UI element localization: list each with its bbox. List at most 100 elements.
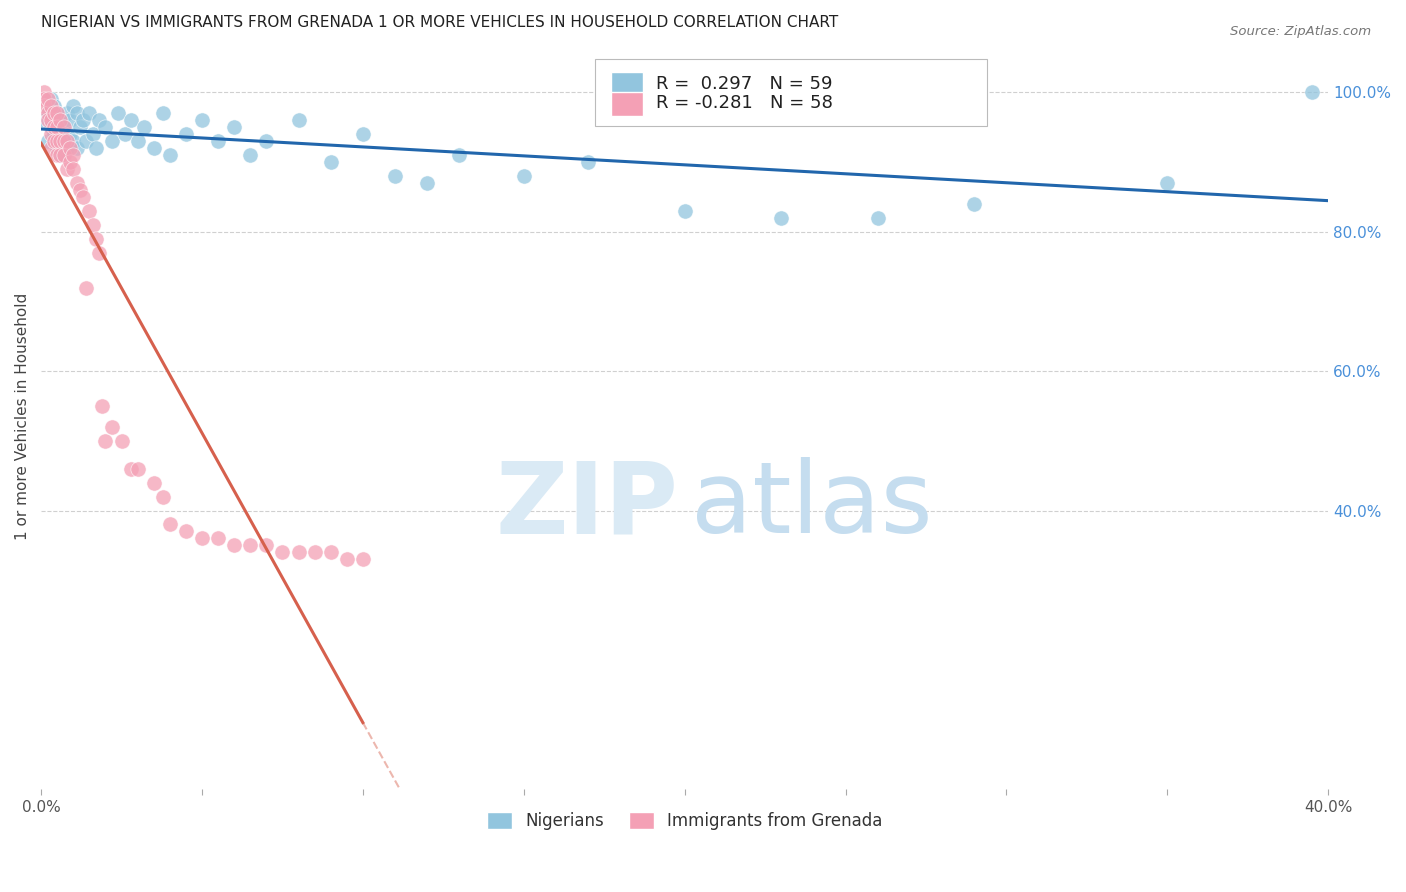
Point <box>114 128 136 142</box>
Point <box>46 106 69 120</box>
Point <box>52 134 75 148</box>
Point <box>127 134 149 148</box>
Point <box>287 113 309 128</box>
Point <box>416 176 439 190</box>
Point <box>46 141 69 155</box>
Point <box>513 169 536 183</box>
Point <box>132 120 155 135</box>
Point <box>91 399 114 413</box>
Point <box>49 113 72 128</box>
Point <box>84 232 107 246</box>
Point <box>65 141 87 155</box>
Text: R = -0.281   N = 58: R = -0.281 N = 58 <box>657 95 834 112</box>
Point <box>191 532 214 546</box>
Point <box>174 524 197 539</box>
Point <box>142 475 165 490</box>
Text: Source: ZipAtlas.com: Source: ZipAtlas.com <box>1230 25 1371 38</box>
Point <box>254 134 277 148</box>
Point <box>34 92 56 106</box>
Point <box>59 141 82 155</box>
Point <box>94 434 117 448</box>
Point <box>319 545 342 559</box>
Point <box>75 280 97 294</box>
Point <box>79 203 101 218</box>
Point <box>224 538 246 552</box>
Point <box>963 197 986 211</box>
Bar <box>612 92 644 116</box>
Y-axis label: 1 or more Vehicles in Household: 1 or more Vehicles in Household <box>15 293 30 540</box>
Point <box>42 134 65 148</box>
Point <box>46 148 69 162</box>
Point <box>87 113 110 128</box>
Point <box>42 120 65 135</box>
Point <box>174 128 197 142</box>
Point <box>34 113 56 128</box>
Point <box>37 134 59 148</box>
Point <box>46 120 69 135</box>
Point <box>304 545 326 559</box>
Point <box>287 545 309 559</box>
Point <box>152 490 174 504</box>
Point <box>152 106 174 120</box>
Point <box>46 106 69 120</box>
Point <box>42 106 65 120</box>
Point <box>352 552 374 566</box>
Point <box>576 155 599 169</box>
Point <box>1301 86 1323 100</box>
Point <box>101 134 124 148</box>
Point <box>239 148 262 162</box>
Point <box>191 113 214 128</box>
Point <box>46 134 69 148</box>
Point <box>224 120 246 135</box>
Point <box>120 113 142 128</box>
Point <box>384 169 406 183</box>
Point <box>319 155 342 169</box>
Point <box>52 120 75 135</box>
Point <box>127 461 149 475</box>
Point <box>34 99 56 113</box>
Point <box>62 99 84 113</box>
Point <box>69 120 91 135</box>
Point <box>65 106 87 120</box>
Point <box>49 134 72 148</box>
Point <box>72 113 94 128</box>
Bar <box>612 72 644 95</box>
FancyBboxPatch shape <box>595 59 987 126</box>
Point <box>336 552 359 566</box>
Point <box>56 134 79 148</box>
Point <box>101 420 124 434</box>
Point <box>120 461 142 475</box>
Point <box>56 106 79 120</box>
Point <box>449 148 471 162</box>
Point <box>49 148 72 162</box>
Point <box>1156 176 1178 190</box>
Point <box>352 128 374 142</box>
Point <box>770 211 793 225</box>
Point <box>207 134 229 148</box>
Point <box>49 128 72 142</box>
Point <box>87 245 110 260</box>
Point <box>39 113 62 128</box>
Point <box>62 162 84 177</box>
Point <box>56 141 79 155</box>
Point <box>37 106 59 120</box>
Point <box>239 538 262 552</box>
Point <box>39 128 62 142</box>
Point <box>52 148 75 162</box>
Point <box>82 218 104 232</box>
Point <box>49 148 72 162</box>
Point <box>65 176 87 190</box>
Point <box>37 113 59 128</box>
Point <box>82 128 104 142</box>
Point <box>142 141 165 155</box>
Point <box>110 434 132 448</box>
Point <box>159 148 181 162</box>
Point <box>254 538 277 552</box>
Point <box>49 113 72 128</box>
Point <box>62 134 84 148</box>
Point <box>39 141 62 155</box>
Point <box>69 183 91 197</box>
Point <box>39 92 62 106</box>
Point <box>79 106 101 120</box>
Point <box>37 106 59 120</box>
